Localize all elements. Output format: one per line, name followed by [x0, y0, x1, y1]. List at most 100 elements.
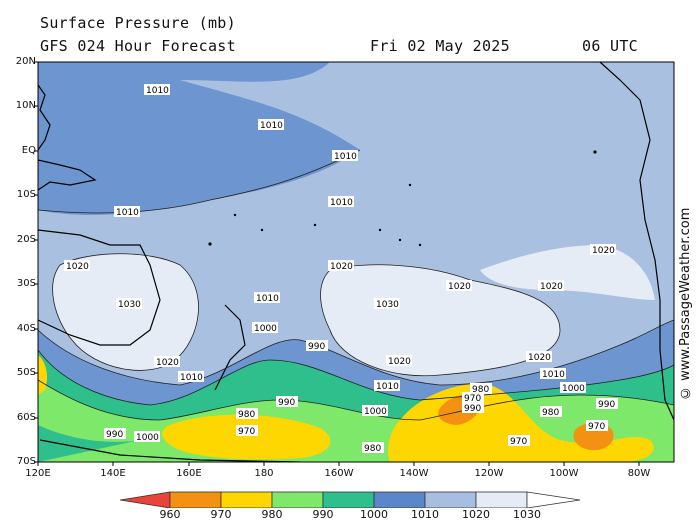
isobar-label: 1020 [526, 351, 552, 363]
new-zealand-coast [214, 304, 246, 391]
lon-label: 180 [254, 468, 274, 479]
svg-text:990: 990 [598, 400, 615, 410]
isobar-label: 980 [236, 408, 258, 420]
legend-swatch [322, 491, 375, 508]
map-frame [37, 61, 675, 463]
svg-text:970: 970 [238, 427, 255, 437]
svg-text:1010: 1010 [116, 208, 139, 218]
svg-text:980: 980 [238, 410, 255, 420]
isobar-label: 980 [540, 406, 562, 418]
isobar-label: 1020 [446, 280, 472, 292]
band-970-980-a [162, 414, 331, 460]
model-run: GFS 024 Hour Forecast [40, 37, 236, 55]
isobar-label: 1020 [154, 356, 180, 368]
svg-text:1010: 1010 [542, 370, 565, 380]
isobar-label: 1020 [538, 280, 564, 292]
forecast-date: Fri 02 May 2025 [370, 37, 510, 55]
lon-label: 140W [399, 468, 429, 479]
legend-swatch [169, 491, 222, 508]
isobar-label: 1020 [590, 244, 616, 256]
svg-text:1020: 1020 [330, 262, 353, 272]
australia-coast [38, 229, 161, 346]
svg-text:990: 990 [106, 430, 123, 440]
isobar-label: 970 [508, 435, 530, 447]
isobar-label: 990 [596, 398, 618, 410]
isobar-label: 990 [462, 402, 484, 414]
svg-text:980: 980 [364, 444, 381, 454]
isobar-label: 980 [470, 383, 492, 395]
lon-label: 120W [474, 468, 504, 479]
isobar-label: 1000 [362, 405, 388, 417]
lat-label: 30S [16, 278, 36, 289]
isobar-label: 1030 [116, 298, 142, 310]
lat-label: 60S [16, 412, 36, 423]
isobar-label: 990 [276, 396, 298, 408]
svg-text:1000: 1000 [364, 407, 387, 417]
svg-text:1010: 1010 [334, 152, 357, 162]
legend-tick: 1020 [462, 508, 490, 521]
lat-label: 20N [15, 56, 36, 67]
lon-label: 80W [627, 468, 651, 479]
svg-text:1030: 1030 [376, 300, 399, 310]
isobar-label: 990 [104, 428, 126, 440]
isobar-label: 1000 [560, 382, 586, 394]
legend-tick: 1010 [411, 508, 439, 521]
isobar-label: 970 [236, 425, 258, 437]
svg-text:1020: 1020 [592, 246, 615, 256]
svg-text:1010: 1010 [260, 121, 283, 131]
svg-text:1010: 1010 [180, 373, 203, 383]
map-title: Surface Pressure (mb) [40, 14, 236, 32]
lon-label: 160E [176, 468, 202, 479]
lat-label: 40S [16, 323, 36, 334]
svg-text:980: 980 [472, 385, 489, 395]
isobar-label: 1010 [144, 84, 170, 96]
isobar-label: 1010 [254, 292, 280, 304]
isobar-label: 1030 [374, 298, 400, 310]
svg-text:1030: 1030 [118, 300, 141, 310]
svg-text:1020: 1020 [66, 262, 89, 272]
isobar-label: 1010 [114, 206, 140, 218]
svg-text:1010: 1010 [256, 294, 279, 304]
legend-swatch [526, 491, 581, 508]
svg-text:1020: 1020 [156, 358, 179, 368]
lat-label: 70S [16, 456, 36, 467]
svg-text:1010: 1010 [146, 86, 169, 96]
legend-swatch [220, 491, 273, 508]
isobar-label: 1010 [332, 150, 358, 162]
philippines-coast [38, 84, 51, 151]
svg-text:980: 980 [542, 408, 559, 418]
legend-tick: 1030 [513, 508, 541, 521]
legend-tick: 990 [312, 508, 334, 521]
isobar-label: 1000 [134, 431, 160, 443]
isobar-label: 1010 [258, 119, 284, 131]
svg-text:1020: 1020 [540, 282, 563, 292]
band-990-sw [38, 425, 140, 462]
legend-swatch [271, 491, 324, 508]
isobar-label: 1020 [328, 260, 354, 272]
legend-swatch [119, 491, 171, 508]
svg-text:1000: 1000 [136, 433, 159, 443]
svg-text:1000: 1000 [562, 384, 585, 394]
high-central [320, 264, 560, 376]
svg-text:1020: 1020 [528, 353, 551, 363]
band-970-980-w [38, 355, 48, 395]
svg-text:990: 990 [278, 398, 295, 408]
svg-text:990: 990 [464, 404, 481, 414]
isobar-label: 970 [462, 392, 484, 404]
isobar-label: 1010 [540, 368, 566, 380]
svg-text:1000: 1000 [254, 324, 277, 334]
band-1000-1010-tropics [38, 62, 360, 215]
legend-tick: 1000 [360, 508, 388, 521]
lat-label: 50S [16, 367, 36, 378]
isobar-label: 1020 [64, 260, 90, 272]
high-east [480, 245, 655, 300]
legend-swatch [475, 491, 528, 508]
lat-label: 10S [16, 189, 36, 200]
isobar-label: 970 [586, 420, 608, 432]
south-america-coast [599, 62, 674, 421]
lon-label: 120E [25, 468, 51, 479]
lon-label: 160W [324, 468, 354, 479]
svg-text:1020: 1020 [448, 282, 471, 292]
isobar-label: 1010 [374, 380, 400, 392]
svg-text:990: 990 [308, 342, 325, 352]
